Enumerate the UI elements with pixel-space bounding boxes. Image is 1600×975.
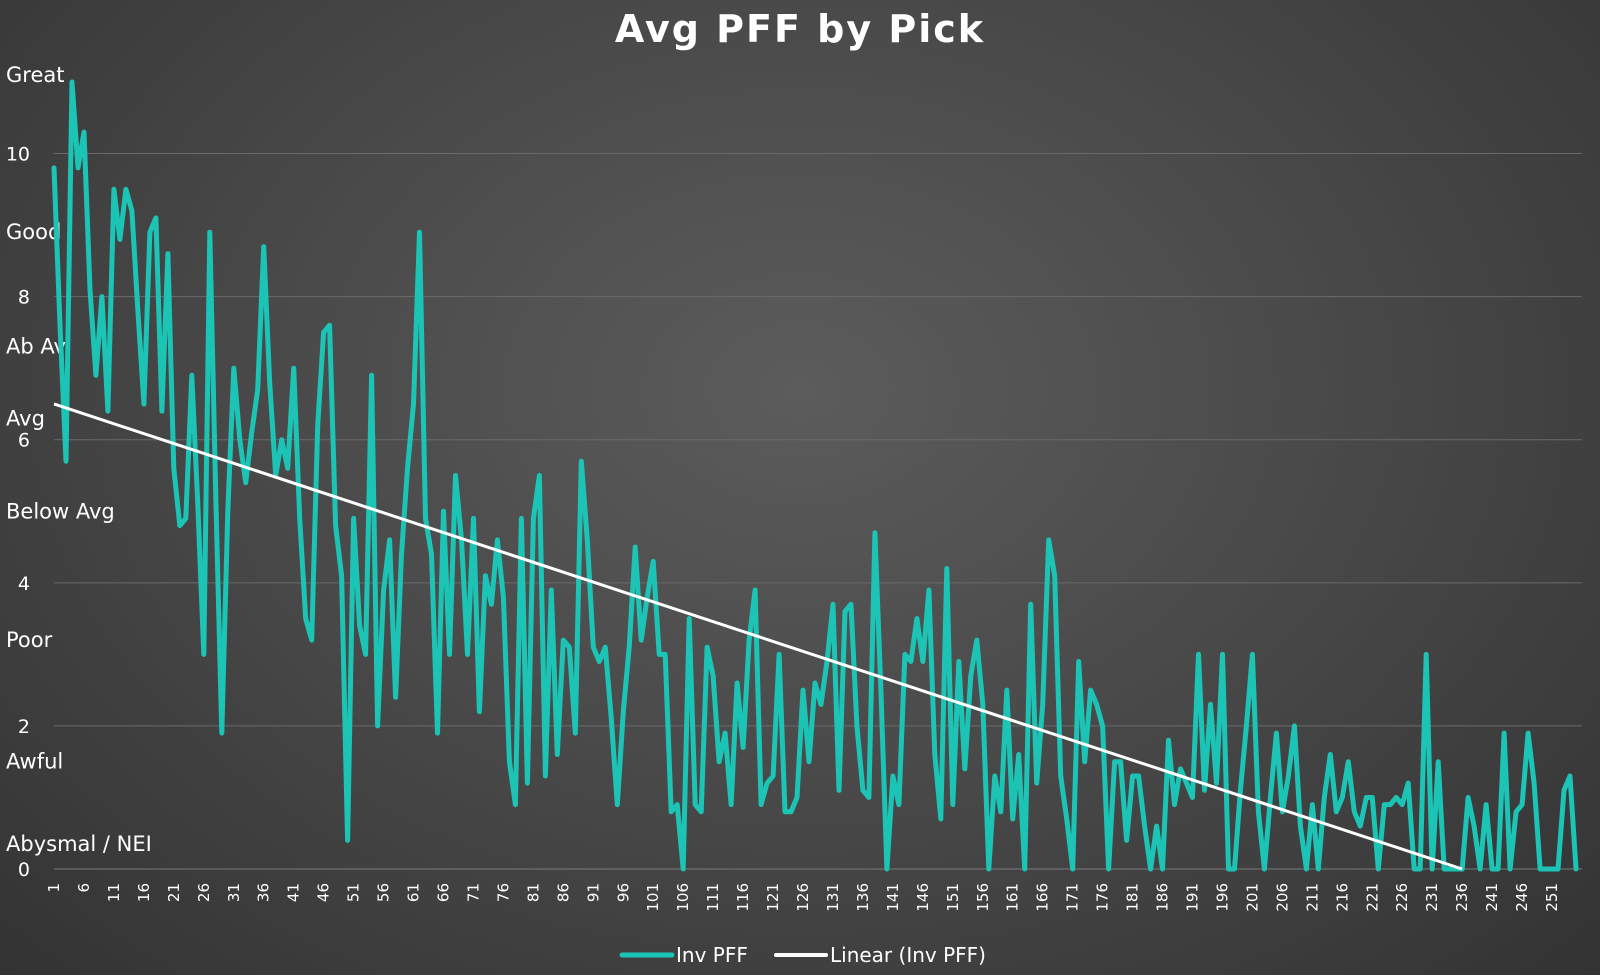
- x-tick-label: 221: [1363, 883, 1381, 912]
- x-tick-label: 106: [674, 883, 692, 912]
- x-tick-label: 196: [1213, 883, 1231, 912]
- x-tick-label: 96: [614, 883, 632, 902]
- x-tick-label: 66: [434, 883, 452, 902]
- rating-band-label: Abysmal / NEI: [6, 832, 152, 856]
- x-tick-label: 91: [584, 883, 602, 902]
- x-tick-label: 141: [884, 883, 902, 912]
- y-tick-label: 8: [18, 287, 30, 309]
- series-lines: [51, 79, 1579, 872]
- x-tick-label: 1: [45, 883, 63, 893]
- rating-band-label: Below Avg: [6, 499, 115, 523]
- rating-band-labels: Great Good Ab Av Avg Below Avg Poor Awful Abysm…: [6, 63, 152, 856]
- x-tick-label: 186: [1154, 883, 1172, 912]
- x-tick-label: 6: [75, 883, 93, 893]
- x-tick-label: 166: [1034, 883, 1052, 912]
- y-axis-ticks: 0 2 4 6 8 10: [6, 144, 30, 881]
- y-tick-label: 10: [6, 144, 30, 166]
- x-tick-label: 211: [1303, 883, 1321, 912]
- rating-band-label: Poor: [6, 628, 53, 652]
- x-tick-label: 151: [944, 883, 962, 912]
- x-tick-label: 61: [405, 883, 423, 902]
- rating-band-label: Avg: [6, 406, 45, 430]
- x-tick-label: 156: [974, 883, 992, 912]
- x-tick-label: 36: [255, 883, 273, 902]
- x-tick-label: 86: [554, 883, 572, 902]
- x-tick-label: 31: [225, 883, 243, 902]
- x-tick-label: 131: [824, 883, 842, 912]
- x-tick-label: 26: [195, 883, 213, 902]
- x-tick-label: 216: [1333, 883, 1351, 912]
- x-tick-label: 206: [1273, 883, 1291, 912]
- x-tick-label: 251: [1543, 883, 1561, 912]
- x-tick-label: 16: [135, 883, 153, 902]
- trendline-linear-inv-pff: [53, 402, 1463, 871]
- x-tick-label: 146: [914, 883, 932, 912]
- x-tick-label: 76: [494, 883, 512, 902]
- y-tick-label: 2: [18, 716, 30, 738]
- x-tick-label: 236: [1453, 883, 1471, 912]
- legend-label-inv-pff: Inv PFF: [676, 943, 748, 967]
- x-tick-label: 241: [1483, 883, 1501, 912]
- x-axis-ticks: 1 6 11 16 21 26 31 36 41 46 51 56 61 66 71 76 81 86 91 96 10…: [45, 883, 1561, 912]
- x-tick-label: 161: [1004, 883, 1022, 912]
- x-tick-label: 56: [375, 883, 393, 902]
- legend: Inv PFF Linear (Inv PFF): [619, 943, 986, 967]
- x-tick-label: 71: [464, 883, 482, 902]
- rating-band-label: Good: [6, 220, 61, 244]
- x-tick-label: 191: [1184, 883, 1202, 912]
- x-tick-label: 101: [644, 883, 662, 912]
- x-tick-label: 171: [1064, 883, 1082, 912]
- x-tick-label: 176: [1094, 883, 1112, 912]
- x-tick-label: 136: [854, 883, 872, 912]
- rating-band-label: Great: [6, 63, 64, 87]
- y-tick-label: 0: [18, 859, 30, 881]
- x-tick-label: 226: [1393, 883, 1411, 912]
- x-tick-label: 126: [794, 883, 812, 912]
- x-tick-label: 21: [165, 883, 183, 902]
- x-tick-label: 111: [704, 883, 722, 912]
- x-tick-label: 116: [734, 883, 752, 912]
- x-tick-label: 231: [1423, 883, 1441, 912]
- x-tick-label: 11: [105, 883, 123, 902]
- legend-label-linear: Linear (Inv PFF): [830, 943, 986, 967]
- x-tick-label: 181: [1124, 883, 1142, 912]
- x-tick-label: 41: [285, 883, 303, 902]
- chart-title: Avg PFF by Pick: [615, 7, 985, 51]
- rating-band-label: Ab Av: [6, 335, 66, 359]
- x-tick-label: 201: [1243, 883, 1261, 912]
- x-tick-label: 121: [764, 883, 782, 912]
- x-tick-label: 246: [1513, 883, 1531, 912]
- y-tick-label: 6: [18, 430, 30, 452]
- x-tick-label: 51: [345, 883, 363, 902]
- series-line-inv-pff: [51, 79, 1579, 872]
- x-tick-label: 81: [524, 883, 542, 902]
- grid-lines: [54, 153, 1582, 870]
- rating-band-label: Awful: [6, 750, 63, 774]
- x-tick-label: 46: [315, 883, 333, 902]
- y-tick-label: 4: [18, 573, 30, 595]
